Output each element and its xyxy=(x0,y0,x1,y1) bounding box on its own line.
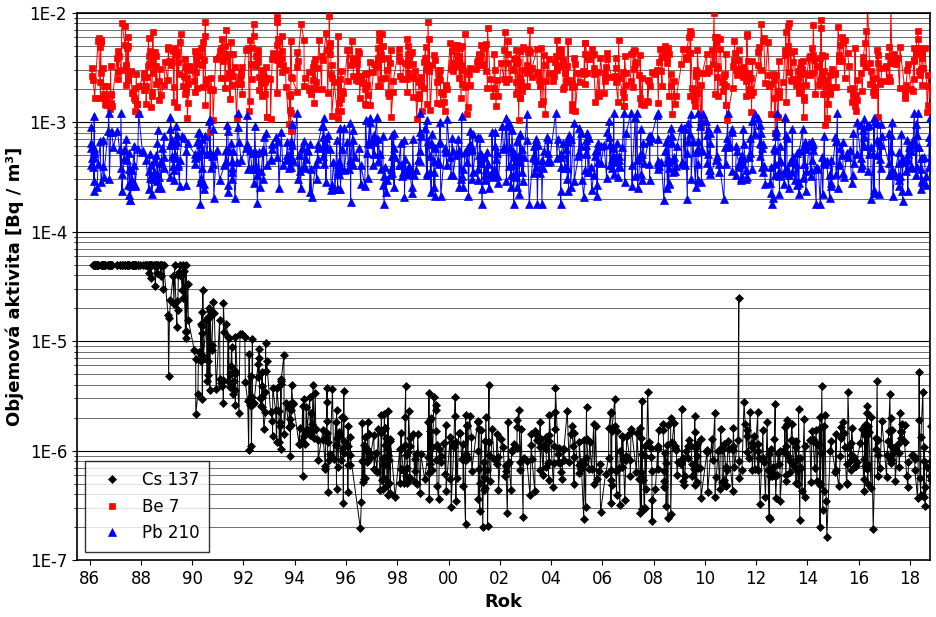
Cs 137 xyxy=(323,488,334,495)
Cs 137 xyxy=(631,429,642,436)
Cs 137 xyxy=(267,433,278,440)
Y-axis label: Objemová aktivita [Bq / m³]: Objemová aktivita [Bq / m³] xyxy=(6,147,24,426)
Be 7 xyxy=(502,38,513,45)
Be 7 xyxy=(741,76,753,83)
Pb 210 xyxy=(664,180,675,188)
Pb 210 xyxy=(812,164,823,172)
Legend: Cs 137, Be 7, Pb 210: Cs 137, Be 7, Pb 210 xyxy=(85,461,210,552)
X-axis label: Rok: Rok xyxy=(485,594,522,611)
Be 7 xyxy=(862,1,873,9)
Cs 137 xyxy=(484,451,495,458)
Cs 137 xyxy=(821,533,832,540)
Cs 137 xyxy=(929,442,936,449)
Pb 210 xyxy=(766,189,777,197)
Be 7 xyxy=(928,80,936,87)
Line: Be 7: Be 7 xyxy=(88,2,936,136)
Line: Cs 137: Cs 137 xyxy=(90,262,936,540)
Be 7 xyxy=(420,66,431,73)
Cs 137 xyxy=(88,261,99,268)
Pb 210 xyxy=(889,171,900,178)
Pb 210 xyxy=(103,110,114,117)
Pb 210 xyxy=(401,170,412,178)
Line: Pb 210: Pb 210 xyxy=(87,110,936,207)
Be 7 xyxy=(817,90,828,97)
Cs 137 xyxy=(202,357,213,364)
Be 7 xyxy=(769,129,781,136)
Be 7 xyxy=(347,54,358,61)
Pb 210 xyxy=(195,200,206,207)
Pb 210 xyxy=(227,157,238,165)
Pb 210 xyxy=(85,144,96,152)
Pb 210 xyxy=(928,134,936,141)
Be 7 xyxy=(548,73,560,80)
Cs 137 xyxy=(568,429,579,436)
Be 7 xyxy=(86,72,97,80)
